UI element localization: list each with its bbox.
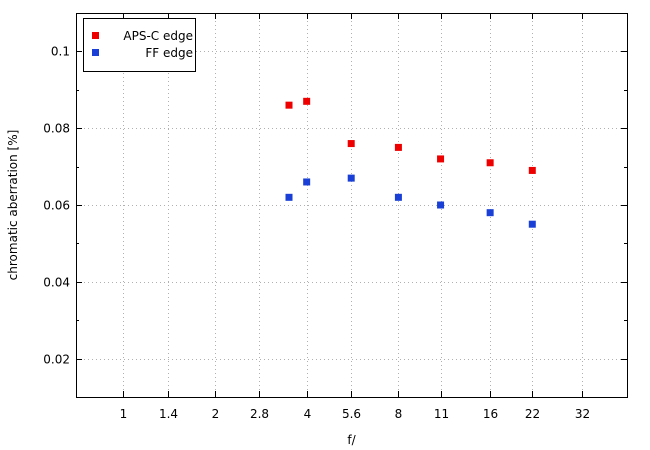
x-tick-label: 2.8 [250, 407, 269, 421]
x-tick-label: 32 [575, 407, 590, 421]
y-tick-labels: 0.02 0.04 0.06 0.08 0.1 [43, 45, 70, 367]
legend: APS-C edge FF edge [83, 18, 196, 72]
grid-lines [76, 13, 627, 397]
x-tick-label: 4 [304, 407, 312, 421]
data-point-aps-c [437, 155, 445, 163]
legend-label-aps-c: APS-C edge [123, 29, 193, 43]
x-tick-label: 11 [434, 407, 449, 421]
y-axis-label: chromatic aberration [%] [6, 130, 20, 281]
x-tick-label: 16 [483, 407, 498, 421]
data-point-aps-c [285, 101, 293, 109]
y-tick-label: 0.08 [43, 122, 70, 136]
data-point-ff [303, 178, 311, 186]
data-point-ff [486, 209, 494, 217]
y-tick-label: 0.02 [43, 353, 70, 367]
data-point-aps-c [303, 97, 311, 105]
data-point-ff [437, 201, 445, 209]
axis-ticks [76, 13, 627, 397]
x-tick-label: 2 [212, 407, 220, 421]
x-axis-label: f/ [347, 433, 356, 447]
plot-area [76, 13, 628, 398]
data-point-ff [285, 193, 293, 201]
legend-label-ff: FF edge [145, 46, 193, 60]
data-point-aps-c [528, 166, 536, 174]
legend-marker-aps-c [92, 32, 99, 39]
data-point-aps-c [486, 159, 494, 167]
x-tick-label: 1 [120, 407, 128, 421]
data-point-ff [528, 220, 536, 228]
x-tick-label: 1.4 [159, 407, 178, 421]
y-tick-label: 0.04 [43, 276, 70, 290]
data-point-ff [347, 174, 355, 182]
x-tick-labels: 1 1.4 2 2.8 4 5.6 8 11 16 22 32 [120, 407, 590, 421]
data-point-aps-c [394, 143, 402, 151]
legend-marker-ff [92, 49, 99, 56]
data-points [285, 97, 536, 228]
x-tick-label: 8 [395, 407, 403, 421]
y-tick-label: 0.1 [51, 45, 70, 59]
data-point-ff [394, 193, 402, 201]
data-point-aps-c [347, 140, 355, 148]
legend-box [83, 18, 196, 72]
x-tick-label: 22 [525, 407, 540, 421]
x-tick-label: 5.6 [342, 407, 361, 421]
y-tick-label: 0.06 [43, 199, 70, 213]
